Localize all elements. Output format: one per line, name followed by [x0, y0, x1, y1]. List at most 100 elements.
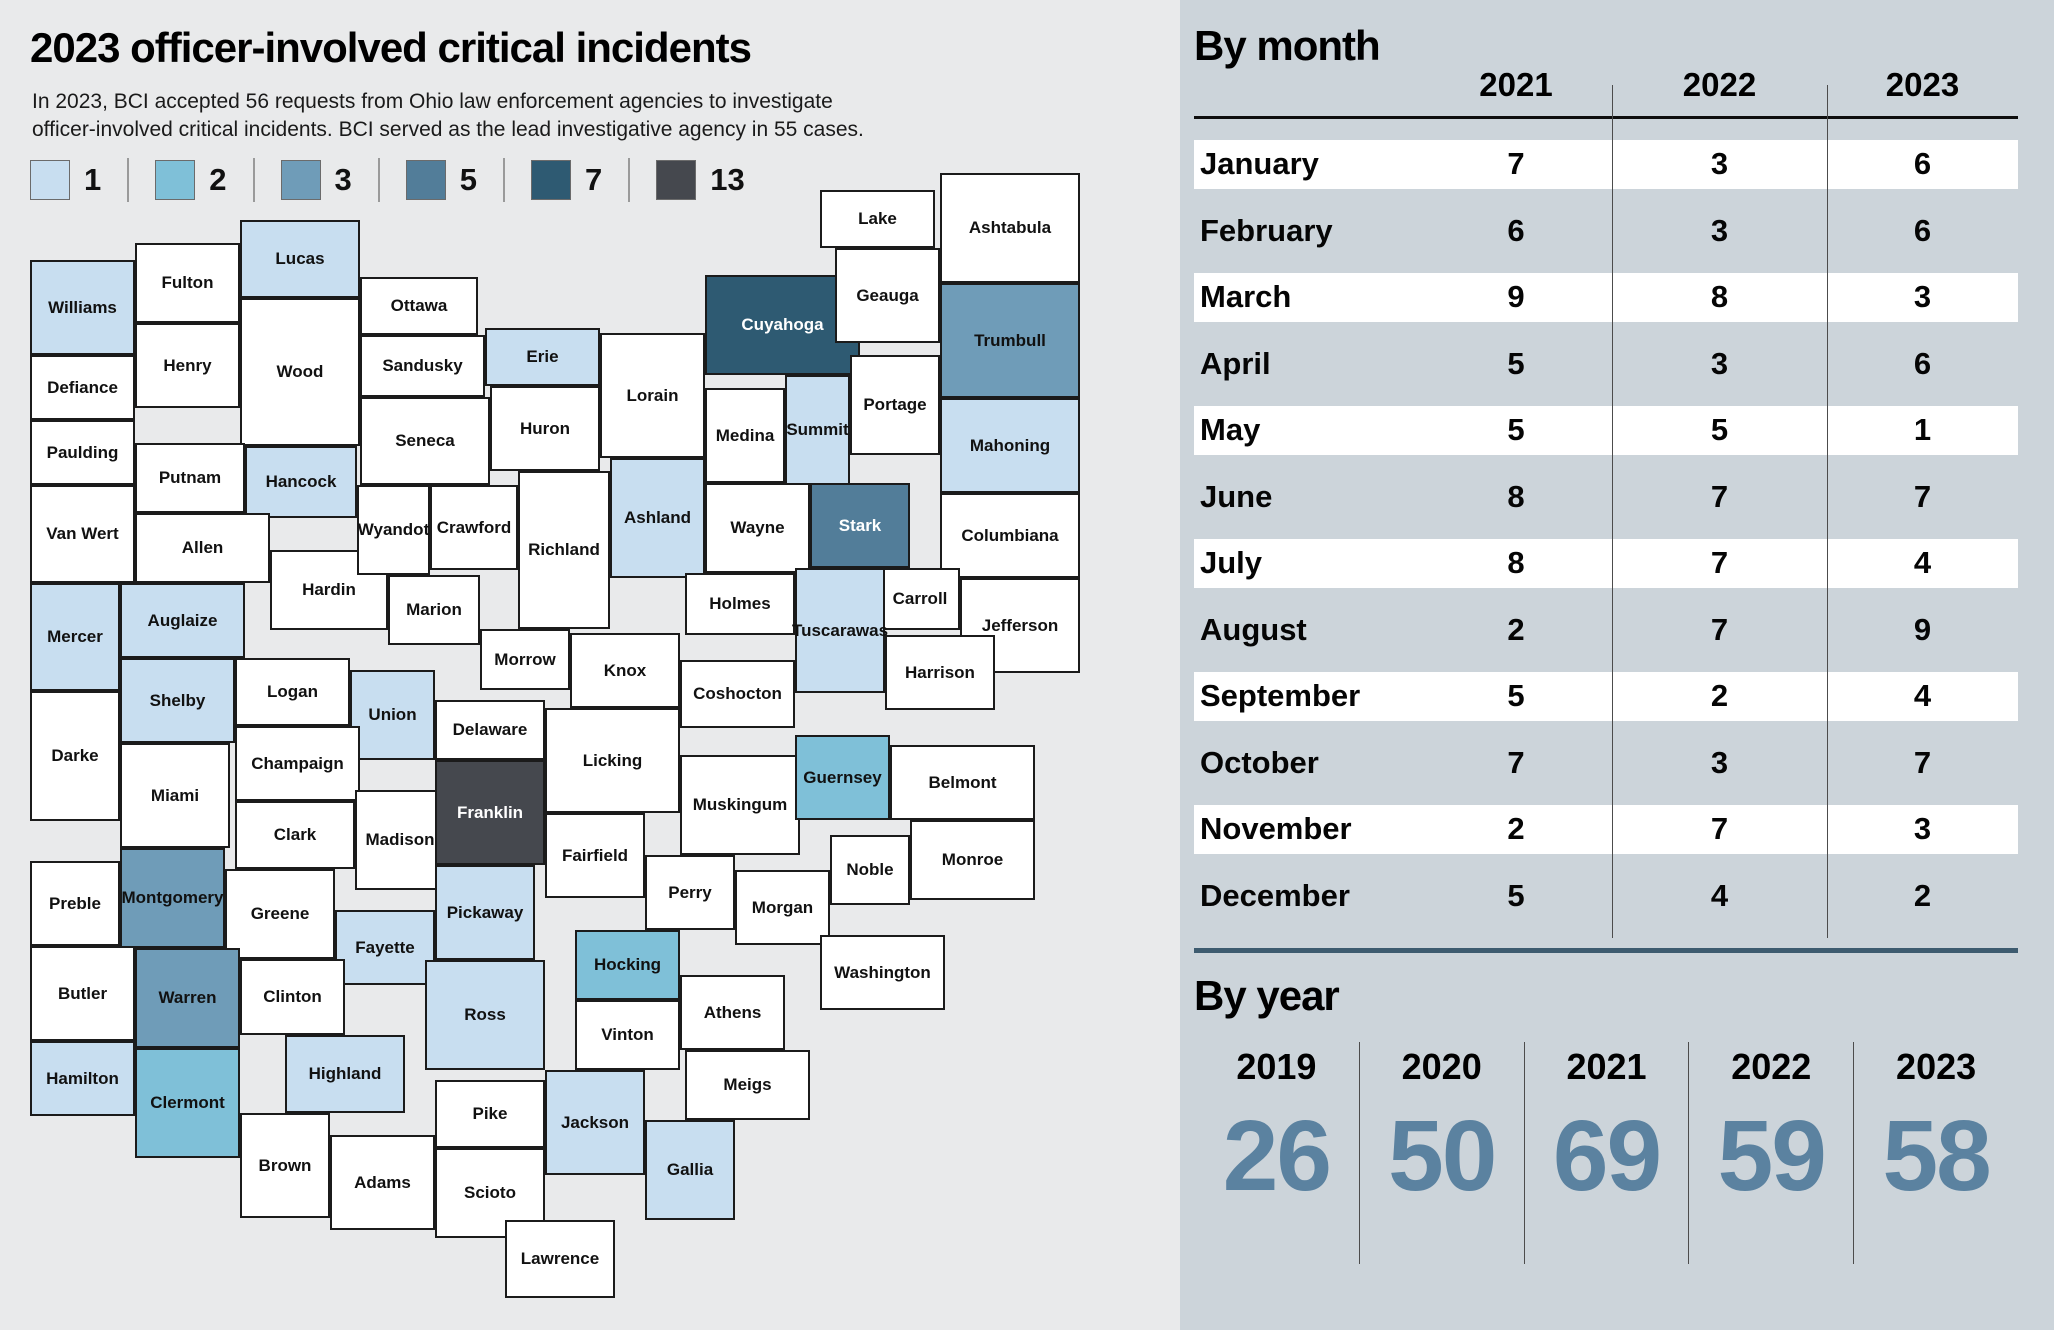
legend-swatch	[405, 160, 446, 200]
month-row-november: November 2 7 3	[1194, 796, 2018, 863]
year-column-2023: 2023 58	[1853, 1042, 2018, 1264]
month-row-october: October 7 3 7	[1194, 730, 2018, 797]
map-county-geauga: Geauga	[835, 248, 940, 343]
year-label: 2020	[1401, 1046, 1482, 1087]
year-column-2022: 2022 59	[1688, 1042, 1853, 1264]
legend-separator	[377, 158, 380, 202]
by-year-heading: By year	[1194, 972, 1340, 1019]
legend-swatch	[30, 160, 70, 200]
map-county-erie: Erie	[485, 328, 600, 386]
legend-swatch	[531, 160, 571, 200]
year-label: 2019	[1236, 1046, 1317, 1087]
map-county-richland: Richland	[518, 471, 610, 629]
map-county-washington: Washington	[820, 935, 945, 1010]
map-county-holmes: Holmes	[685, 573, 795, 635]
month-value: 7	[1507, 744, 1525, 780]
map-county-muskingum: Muskingum	[680, 755, 800, 855]
month-label: June	[1200, 478, 1273, 514]
map-county-greene: Greene	[225, 869, 335, 959]
section-divider	[1194, 948, 2018, 953]
month-value: 7	[1710, 611, 1729, 647]
legend-separator	[252, 158, 255, 202]
legend-separator	[127, 158, 130, 202]
legend-value: 3	[334, 162, 352, 197]
map-county-harrison: Harrison	[885, 635, 995, 710]
map-legend: 1 2 3 5 7 13	[30, 156, 745, 204]
month-row-january: January 7 3 6	[1194, 131, 2018, 198]
map-county-crawford: Crawford	[430, 485, 518, 570]
table-header-rule	[1194, 116, 2018, 119]
map-county-trumbull: Trumbull	[940, 283, 1080, 398]
legend-item: 2	[155, 160, 227, 200]
map-county-noble: Noble	[830, 835, 910, 905]
map-county-cuyahoga: Cuyahoga	[705, 275, 860, 375]
map-county-union: Union	[350, 670, 435, 760]
by-month-table: 2021 2022 2023	[1194, 56, 2018, 114]
month-label: April	[1200, 345, 1271, 381]
year-total: 58	[1882, 1100, 1991, 1212]
map-county-logan: Logan	[235, 658, 350, 726]
month-label: October	[1200, 744, 1319, 780]
map-county-vinton: Vinton	[575, 1000, 680, 1070]
map-county-morgan: Morgan	[735, 870, 830, 945]
legend-value: 13	[710, 162, 745, 197]
month-value: 4	[1913, 678, 1932, 714]
year-column-2021: 2021 69	[1523, 1042, 1689, 1264]
map-county-highland: Highland	[285, 1035, 405, 1113]
legend-item: 7	[531, 160, 602, 200]
map-county-ashtabula: Ashtabula	[940, 173, 1080, 283]
legend-swatch	[280, 160, 321, 200]
month-label: July	[1200, 545, 1263, 581]
map-county-wyandot: Wyandot	[357, 485, 430, 575]
map-county-madison: Madison	[355, 790, 445, 890]
month-label: August	[1200, 611, 1307, 647]
legend-item: 5	[405, 160, 477, 200]
month-value: 3	[1913, 279, 1932, 315]
year-total: 26	[1222, 1100, 1332, 1212]
subtitle: In 2023, BCI accepted 56 requests from O…	[32, 88, 864, 144]
year-column-2019: 2019 26	[1194, 1042, 1359, 1264]
map-county-pike: Pike	[435, 1080, 545, 1148]
legend-value: 7	[585, 162, 603, 197]
year-total: 50	[1388, 1100, 1497, 1212]
map-county-tuscarawas: Tuscarawas	[792, 568, 888, 693]
map-county-athens: Athens	[680, 975, 785, 1050]
legend-value: 1	[84, 162, 102, 197]
by-month-header-row: 2021 2022 2023	[1194, 56, 2018, 114]
month-value: 1	[1913, 412, 1932, 448]
year-column-header: 2021	[1479, 66, 1553, 103]
map-county-lake: Lake	[820, 190, 935, 248]
month-value: 5	[1507, 678, 1525, 714]
month-value: 6	[1507, 212, 1525, 248]
month-value: 7	[1710, 811, 1729, 847]
map-county-lorain: Lorain	[600, 333, 705, 458]
map-county-marion: Marion	[388, 575, 480, 645]
month-value: 3	[1710, 146, 1729, 182]
month-value: 3	[1710, 744, 1729, 780]
month-value: 7	[1710, 478, 1729, 514]
month-row-april: April 5 3 6	[1194, 331, 2018, 398]
year-column-header: 2023	[1885, 66, 1960, 103]
map-county-jefferson: Jefferson	[960, 578, 1080, 673]
month-value: 5	[1507, 412, 1525, 448]
by-month-rows: January 7 3 6 February 6 3 6 March 9 8 3 April 5 3 6 May…	[1194, 131, 2018, 929]
stats-panel: By month 2021 2022 2023 January 7 3 6 February…	[1180, 0, 2054, 1330]
month-row-june: June 8 7 7	[1194, 464, 2018, 531]
legend-item: 13	[656, 160, 745, 200]
page-title: 2023 officer-involved critical incidents	[30, 24, 752, 71]
map-county-mercer: Mercer	[30, 583, 120, 691]
map-county-guernsey: Guernsey	[795, 735, 890, 820]
month-label: December	[1200, 877, 1350, 913]
map-county-hamilton: Hamilton	[30, 1041, 135, 1116]
map-county-carroll: Carroll	[880, 568, 960, 630]
map-county-butler: Butler	[30, 946, 135, 1041]
map-county-delaware: Delaware	[435, 700, 545, 760]
month-row-july: July 8 7 4	[1194, 530, 2018, 597]
month-row-august: August 2 7 9	[1194, 597, 2018, 664]
map-county-clinton: Clinton	[240, 959, 345, 1035]
map-county-meigs: Meigs	[685, 1050, 810, 1120]
month-value: 7	[1507, 146, 1525, 182]
legend-swatch	[155, 160, 196, 200]
map-county-belmont: Belmont	[890, 745, 1035, 820]
column-separator	[1612, 85, 1613, 938]
